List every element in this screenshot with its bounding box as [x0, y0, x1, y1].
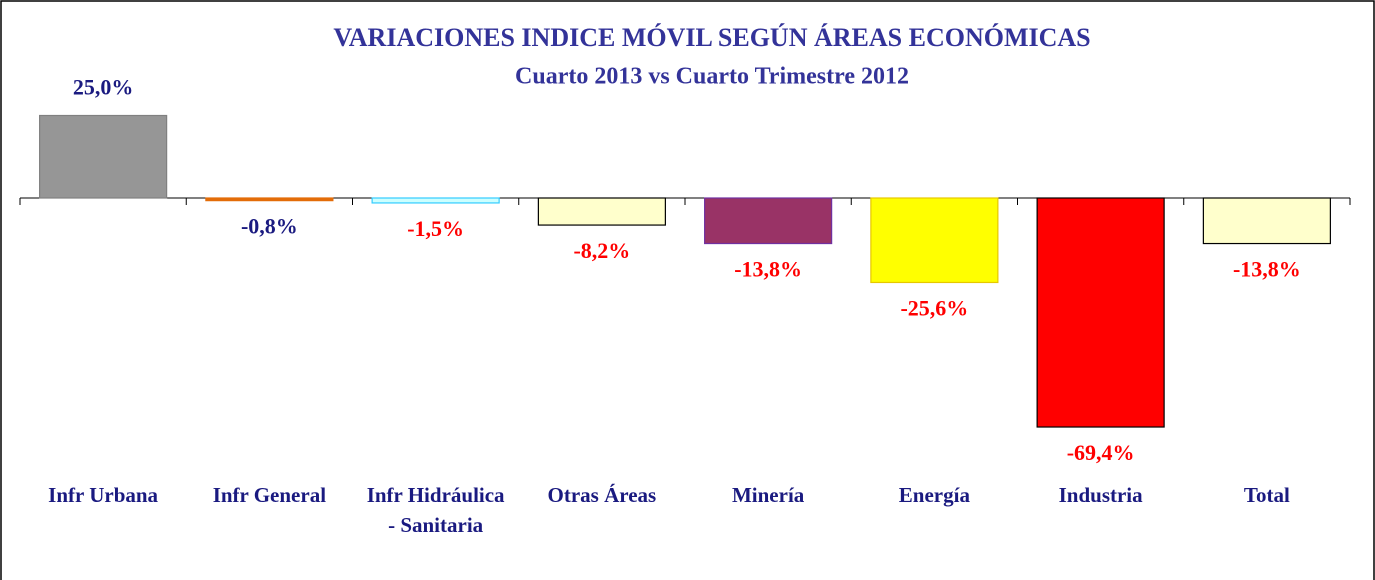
x-tick-label: Infr Hidráulica - Sanitaria [366, 483, 505, 537]
x-tick-label: Minería [731, 483, 805, 507]
bar [205, 197, 334, 202]
value-label: -0,8% [241, 214, 298, 239]
x-tick-label: Total [1243, 483, 1290, 507]
value-label: -8,2% [573, 238, 630, 263]
bar [371, 197, 500, 204]
bar [1202, 197, 1331, 245]
x-tick-label: Otras Áreas [547, 483, 657, 507]
bar [704, 197, 833, 245]
bar [537, 197, 666, 226]
value-label: -1,5% [407, 216, 464, 241]
value-label: -13,8% [1233, 257, 1301, 282]
chart-title: VARIACIONES INDICE MÓVIL SEGÚN ÁREAS ECO… [333, 23, 1090, 52]
value-label: -25,6% [900, 296, 968, 321]
value-label: -69,4% [1067, 440, 1135, 465]
bar [1036, 197, 1165, 428]
bar [870, 197, 999, 284]
x-tick-label: Infr General [212, 483, 327, 507]
value-label: -13,8% [734, 257, 802, 282]
x-tick-label: Industria [1058, 483, 1143, 507]
value-label: 25,0% [73, 75, 134, 100]
x-tick-label: Energía [898, 483, 970, 507]
chart-subtitle: Cuarto 2013 vs Cuarto Trimestre 2012 [515, 64, 909, 90]
x-tick-label: Infr Urbana [48, 483, 159, 507]
bar [39, 114, 168, 199]
